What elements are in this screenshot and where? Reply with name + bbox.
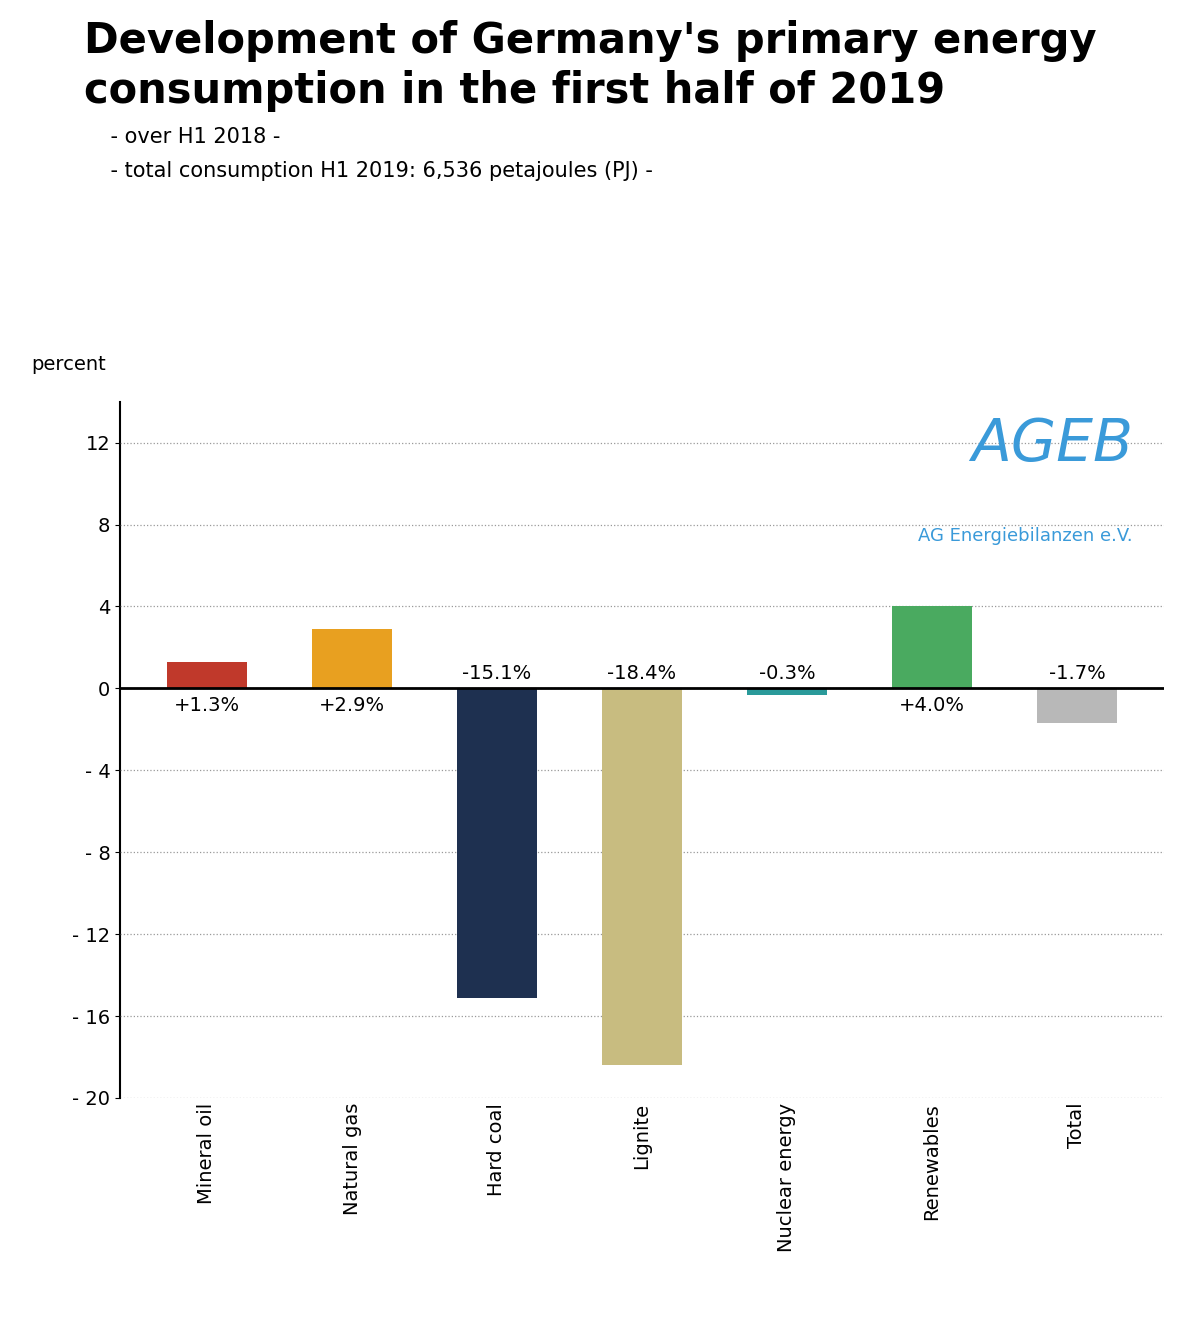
Bar	[892, 607, 972, 688]
Text: consumption in the first half of 2019: consumption in the first half of 2019	[84, 70, 946, 111]
Bar	[312, 629, 392, 688]
Text: -1.7%: -1.7%	[1049, 664, 1105, 683]
Text: -18.4%: -18.4%	[607, 664, 677, 683]
Text: - over H1 2018 -: - over H1 2018 -	[84, 127, 281, 147]
Bar	[457, 688, 536, 998]
Text: Development of Germany's primary energy: Development of Germany's primary energy	[84, 20, 1097, 62]
Bar	[167, 661, 247, 688]
Text: - total consumption H1 2019: 6,536 petajoules (PJ) -: - total consumption H1 2019: 6,536 petaj…	[84, 161, 653, 181]
Text: +4.0%: +4.0%	[899, 695, 965, 715]
Text: percent: percent	[31, 355, 106, 374]
Text: +2.9%: +2.9%	[319, 695, 385, 715]
Bar	[602, 688, 682, 1066]
Bar	[748, 688, 827, 695]
Bar	[1037, 688, 1117, 723]
Text: AGEB: AGEB	[971, 415, 1133, 473]
Text: -15.1%: -15.1%	[462, 664, 532, 683]
Text: AG Energiebilanzen e.V.: AG Energiebilanzen e.V.	[918, 528, 1133, 545]
Text: +1.3%: +1.3%	[174, 695, 240, 715]
Text: -0.3%: -0.3%	[758, 664, 815, 683]
